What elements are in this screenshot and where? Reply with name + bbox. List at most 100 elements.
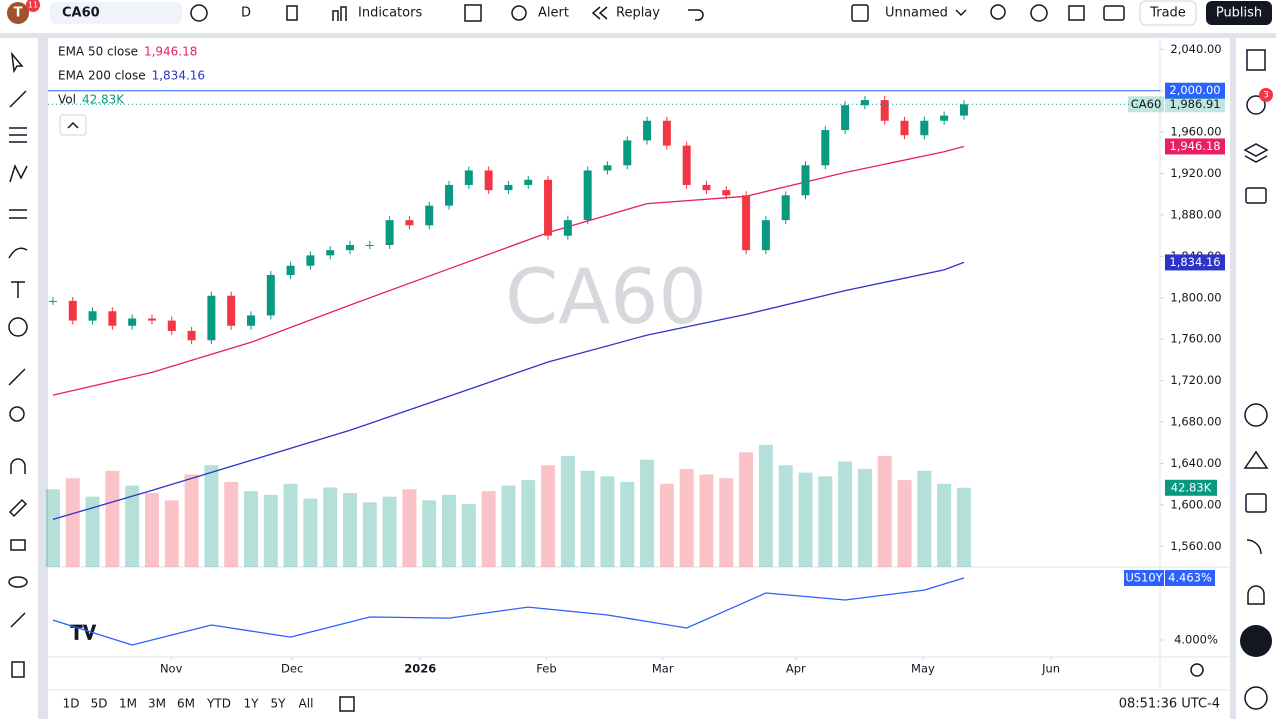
pattern-tool[interactable] xyxy=(9,164,28,183)
volume-bar xyxy=(323,487,338,567)
pine-icon[interactable] xyxy=(1243,450,1269,469)
indicator-label: 1,834.16 xyxy=(1169,255,1220,269)
y-tick-label: 1,560.00 xyxy=(1170,539,1221,553)
candle xyxy=(385,220,394,246)
candle xyxy=(445,184,454,206)
volume-bar xyxy=(620,481,635,567)
candle xyxy=(286,265,295,276)
hline-label: 2,000.00 xyxy=(1169,83,1220,97)
brush-tool[interactable] xyxy=(8,247,28,259)
volume-bar xyxy=(521,480,536,567)
candle xyxy=(128,318,137,326)
fullscreen-icon[interactable] xyxy=(1068,5,1085,21)
y-tick-label: 1,880.00 xyxy=(1170,207,1221,221)
candle xyxy=(266,275,275,316)
volume-bar xyxy=(541,465,556,567)
range-button[interactable]: 5Y xyxy=(271,697,287,711)
range-button[interactable]: All xyxy=(299,697,314,711)
last-price-bg xyxy=(1165,96,1225,113)
range-button[interactable]: 1D xyxy=(63,697,80,711)
products-button[interactable] xyxy=(1240,625,1272,657)
alerts-icon[interactable] xyxy=(1246,95,1266,115)
range-button[interactable]: 1Y xyxy=(244,697,260,711)
collapse-icon xyxy=(67,121,79,129)
emoji-tool[interactable] xyxy=(8,317,28,337)
hide-tool[interactable] xyxy=(8,576,28,588)
notifications-icon[interactable] xyxy=(1247,585,1265,605)
y-tick-label: 1,640.00 xyxy=(1170,456,1221,470)
volume-bar xyxy=(382,496,397,567)
volume-bar xyxy=(917,470,932,567)
measure-tool[interactable] xyxy=(8,368,26,386)
draw-mode-tool[interactable] xyxy=(8,498,28,518)
layout-icon[interactable] xyxy=(851,4,869,22)
indicators[interactable]: Indicators xyxy=(358,6,422,21)
replay[interactable]: Replay xyxy=(616,6,660,21)
candle xyxy=(920,120,929,136)
indicator-label-bg xyxy=(1165,254,1225,271)
calendar-icon[interactable] xyxy=(1245,493,1267,513)
symbol-search[interactable] xyxy=(50,2,182,24)
undo-icon[interactable] xyxy=(688,9,704,21)
templates-icon[interactable] xyxy=(464,4,482,22)
interval[interactable]: D xyxy=(241,6,251,21)
date-range-icon[interactable] xyxy=(339,696,355,712)
cursor-tool[interactable] xyxy=(10,51,24,74)
line-tool[interactable] xyxy=(9,90,27,108)
x-tick-label: Apr xyxy=(786,662,806,676)
scale-settings[interactable] xyxy=(1190,663,1204,677)
alert[interactable]: Alert xyxy=(538,6,569,21)
trade-button[interactable] xyxy=(1139,0,1197,26)
ideas-icon[interactable] xyxy=(1244,403,1268,427)
candle xyxy=(821,130,830,166)
candle xyxy=(801,165,810,196)
indicator-label: 1,946.18 xyxy=(1169,139,1220,153)
volume-bar xyxy=(778,465,793,567)
candle xyxy=(108,311,117,326)
range-button[interactable]: YTD xyxy=(206,697,231,711)
badge xyxy=(1259,88,1273,102)
y-tick-label: 2,040.00 xyxy=(1170,42,1221,56)
search-icon[interactable] xyxy=(990,4,1006,20)
projection-tool[interactable] xyxy=(9,209,27,219)
lock-tool[interactable] xyxy=(10,539,26,551)
candle xyxy=(603,165,612,171)
candle xyxy=(365,245,374,247)
badge-count: 3 xyxy=(1263,91,1269,101)
range-button[interactable]: 6M xyxy=(177,697,195,711)
candle xyxy=(464,170,473,185)
zoom-tool[interactable] xyxy=(9,406,25,422)
collapse-legend[interactable] xyxy=(59,114,87,136)
text-tool[interactable] xyxy=(11,281,25,298)
candle xyxy=(702,184,711,191)
link-tool[interactable] xyxy=(10,612,26,628)
magnet-tool[interactable] xyxy=(10,458,26,474)
volume-bar xyxy=(343,493,358,567)
chart-type-icon[interactable] xyxy=(286,5,298,21)
candle xyxy=(306,255,315,266)
fib-tool[interactable] xyxy=(9,127,27,143)
range-button[interactable]: 1M xyxy=(119,697,137,711)
layout-menu[interactable] xyxy=(955,9,967,17)
volume-bar xyxy=(65,478,80,567)
volume-bar xyxy=(818,476,833,567)
stream-icon[interactable] xyxy=(1246,539,1262,555)
volume-bar xyxy=(362,502,377,567)
avatar[interactable] xyxy=(7,2,29,24)
publish-button[interactable] xyxy=(1206,1,1272,25)
add-icon[interactable] xyxy=(190,4,208,22)
chat-icon[interactable] xyxy=(1245,187,1267,204)
snapshot-icon[interactable] xyxy=(1103,5,1125,21)
candle xyxy=(841,105,850,131)
help-icon[interactable] xyxy=(1244,686,1268,710)
layout-name[interactable]: Unnamed xyxy=(885,6,948,21)
watchlist-icon[interactable] xyxy=(1246,49,1266,71)
layers-icon[interactable] xyxy=(1243,143,1269,163)
range-button[interactable]: 3M xyxy=(148,697,166,711)
range-button[interactable]: 5D xyxy=(91,697,108,711)
badge xyxy=(26,0,40,12)
settings-icon[interactable] xyxy=(1030,4,1048,22)
watermark: CA60 xyxy=(505,252,707,341)
volume-bar xyxy=(144,493,159,567)
trash-tool[interactable] xyxy=(11,661,25,678)
